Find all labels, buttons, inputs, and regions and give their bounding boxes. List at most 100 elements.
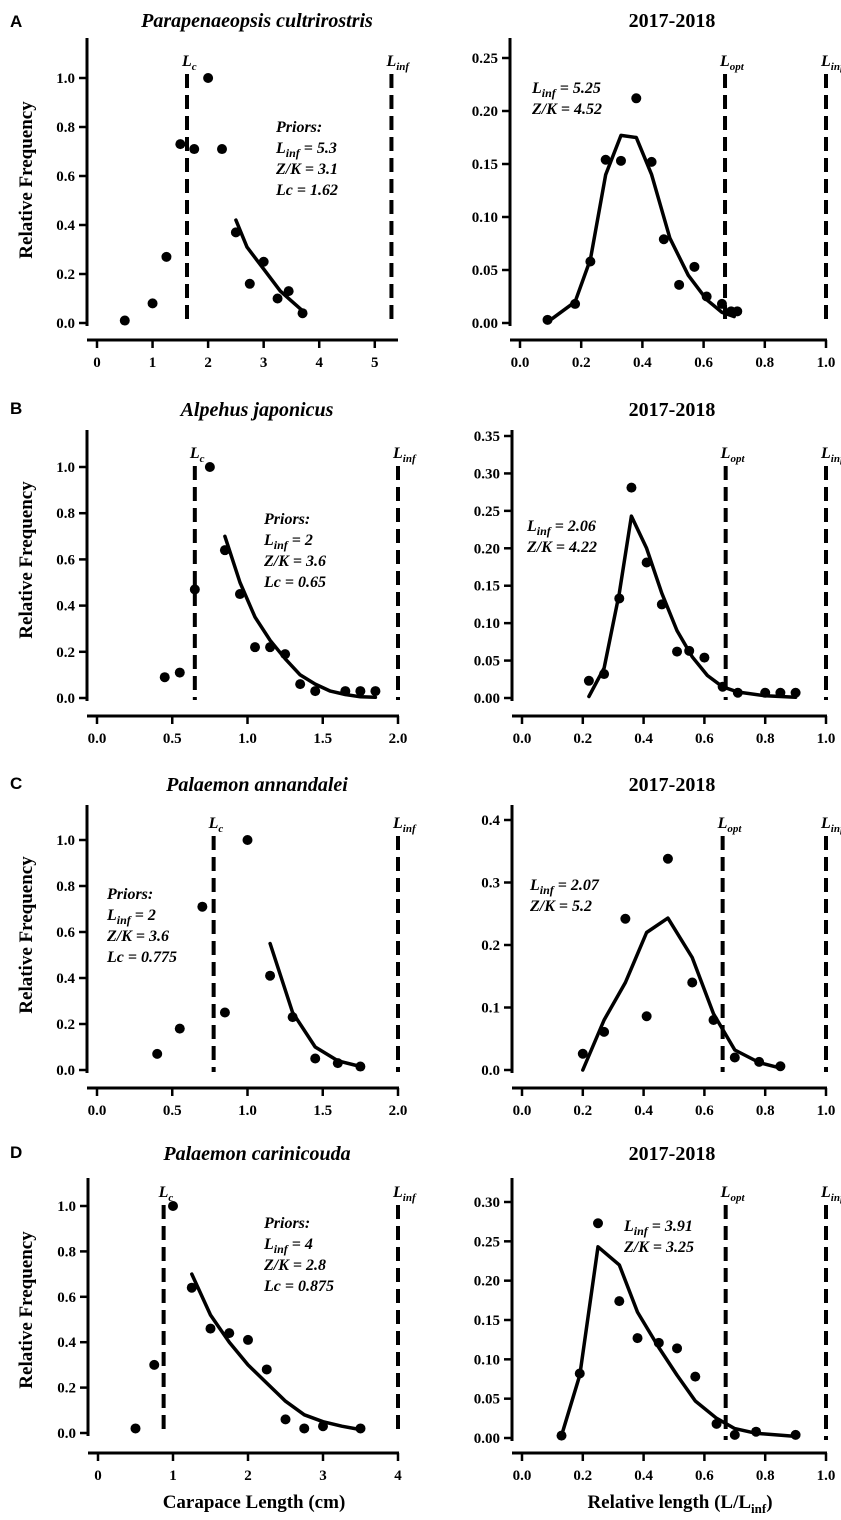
panel-d-right-point: [751, 1426, 762, 1437]
panel-d-right-ytick-label: 0.10: [474, 1352, 500, 1368]
panel-d-left-ytick-label: 0.2: [57, 1381, 76, 1397]
panel-d-left-point: [355, 1423, 366, 1434]
panel-c-left-annotation: Priors:: [106, 886, 153, 903]
panel-b-left-ytick-label: 0.0: [56, 691, 75, 707]
y-axis-label-row-d: Relative Frequency: [16, 1231, 37, 1389]
panel-c-right-point: [708, 1015, 719, 1025]
panel-c-left-xtick-label: 0.5: [163, 1103, 182, 1119]
panel-a-left-title: Parapenaeopsis cultrirostris: [140, 10, 373, 32]
panel-b-right-ytick-label: 0.05: [474, 654, 500, 670]
panel-b-right-title: 2017-2018: [629, 399, 716, 421]
panel-c-left-point: [197, 901, 208, 912]
panel-c-right-title: 2017-2018: [629, 774, 716, 796]
panel-d-left-annotation: Z/K = 2.8: [263, 1257, 326, 1274]
panel-b-right-vline-label-inf: Linf: [820, 445, 841, 465]
panel-b-right-point: [583, 675, 594, 686]
panel-a-left-xtick-label: 0: [93, 355, 101, 371]
panel-c-left-title: Palaemon annandalei: [165, 774, 348, 796]
panel-a-left-point: [161, 251, 172, 262]
panel-c-left-point: [242, 835, 253, 845]
panel-a-right-fit-line: [548, 133, 736, 322]
panel-b-right-ytick-label: 0.00: [474, 691, 500, 707]
panel-a-right-point: [631, 93, 642, 104]
panel-d-left-fit-line: [190, 1272, 363, 1432]
x-axis-label-right-main: Relative length (L/L: [587, 1492, 751, 1513]
panel-c-right-point: [754, 1056, 765, 1067]
panel-b-left-annotation: Lc = 0.65: [263, 574, 326, 591]
panel-b-right-ytick-label: 0.10: [474, 616, 500, 632]
panel-a-right-xtick-label: 0.4: [633, 355, 652, 371]
panel-a-left-ytick-label: 0.4: [56, 218, 75, 234]
panel-d-left-xtick-label: 1: [169, 1468, 177, 1484]
panel-a-left-xtick-label: 4: [315, 355, 323, 371]
panel-b-right-xtick-label: 1.0: [817, 731, 836, 747]
panel-b-left-point: [219, 545, 230, 556]
panel-b-right-point: [626, 482, 637, 493]
panel-d-left-xtick-label: 4: [394, 1468, 402, 1484]
panel-d-right-ytick-label: 0.30: [474, 1195, 500, 1211]
panel-d-right-vline-label-inf: Linf: [820, 1184, 841, 1204]
panel-c-left-ytick-label: 0.4: [56, 971, 75, 987]
panel-d-left-title: Palaemon carinicouda: [162, 1143, 350, 1165]
panel-c-right-fit-line: [581, 916, 783, 1072]
x-axis-label-right-close: ): [766, 1492, 772, 1513]
panel-a-right-point: [732, 306, 743, 317]
panel-b-left-point: [295, 679, 306, 690]
panel-d-right-point: [614, 1296, 625, 1307]
panel-d-left-point: [224, 1328, 235, 1339]
panel-a-left-fit-line: [234, 218, 305, 313]
panel-c-right-point: [729, 1052, 740, 1063]
panel-a-right: 2017-2018 0.00 0.05 0.10 0.15 0.20 0.25 0.0 0.2 0…: [472, 10, 841, 371]
panel-c-right-point: [641, 1011, 652, 1022]
panel-c-right-ytick-label: 0.1: [481, 1001, 500, 1017]
panel-a-right-point: [716, 298, 727, 309]
panel-b-right-ytick-label: 0.35: [474, 429, 500, 445]
panel-b-right-point: [732, 687, 743, 698]
panel-b-left-point: [174, 667, 185, 678]
panel-a-left-ytick-label: 1.0: [56, 71, 75, 87]
panel-d-right-point: [593, 1218, 603, 1229]
panel-b-left-point: [159, 672, 170, 683]
panel-a-right-vline-label-inf: Linf: [820, 53, 841, 73]
panel-c-right-xtick-label: 1.0: [817, 1103, 836, 1119]
panel-b-left-point: [265, 642, 276, 653]
panel-b-left-point: [189, 584, 200, 595]
panel-a-right-vline-label-opt: Lopt: [719, 53, 745, 73]
panel-d-right-ytick-label: 0.00: [474, 1431, 500, 1447]
panel-b-left-ytick-label: 0.4: [56, 599, 75, 615]
panel-a-right-point: [646, 156, 657, 167]
panel-d-left: D Palaemon carinicouda 0.0 0.2 0.4 0.6 0.8 1.0 0…: [10, 1143, 417, 1484]
panel-a-right-point: [689, 261, 700, 272]
panel-b-left-xtick-label: 0.0: [88, 731, 107, 747]
panel-d-right-point: [690, 1371, 701, 1382]
panel-b-right: 2017-2018 0.00 0.05 0.10 0.15 0.20 0.25 0.30 0.3…: [474, 399, 841, 747]
x-axis-label-left: Carapace Length (cm): [163, 1492, 346, 1513]
panel-b-left-xtick-label: 1.0: [238, 731, 257, 747]
panel-d-left-xtick-label: 2: [244, 1468, 252, 1484]
panel-d-right-xtick-label: 0.4: [634, 1468, 653, 1484]
panel-c-left-point: [174, 1023, 185, 1034]
panel-a-left-point: [297, 308, 308, 319]
panel-c-left-xtick-label: 1.0: [238, 1103, 257, 1119]
panel-c-left-point: [287, 1012, 298, 1023]
panel-c-left: C Palaemon annandalei 0.0 0.2 0.4 0.6 0.8 1.0 0.…: [10, 774, 417, 1119]
panel-a-right-ytick-label: 0.05: [472, 263, 498, 279]
panel-c-right-ytick-label: 0.3: [481, 876, 500, 892]
panel-d-left-xtick-label: 0: [94, 1468, 102, 1484]
panel-d-right-point: [672, 1343, 683, 1354]
panel-d-right-xtick-label: 0.8: [756, 1468, 775, 1484]
panel-b-right-point: [656, 599, 667, 610]
panel-a-left-point: [258, 256, 269, 267]
panel-a-right-point: [658, 234, 669, 245]
panel-c-right-xtick-label: 0.8: [756, 1103, 775, 1119]
panel-b-left-ytick-label: 1.0: [56, 460, 75, 476]
panel-d-right-ytick-label: 0.05: [474, 1392, 500, 1408]
panel-b-right-point: [672, 646, 683, 657]
panel-b-right-ytick-label: 0.15: [474, 579, 500, 595]
panel-a-left-annotation: Lc = 1.62: [275, 182, 338, 199]
panel-b-left-xtick-label: 2.0: [389, 731, 408, 747]
panel-c-left-vline-label-c: Lc: [208, 815, 224, 835]
panel-b-left-vline-label-inf: Linf: [392, 445, 417, 465]
panel-a-left-point: [217, 144, 227, 155]
panel-a-right-ytick-label: 0.00: [472, 316, 498, 332]
